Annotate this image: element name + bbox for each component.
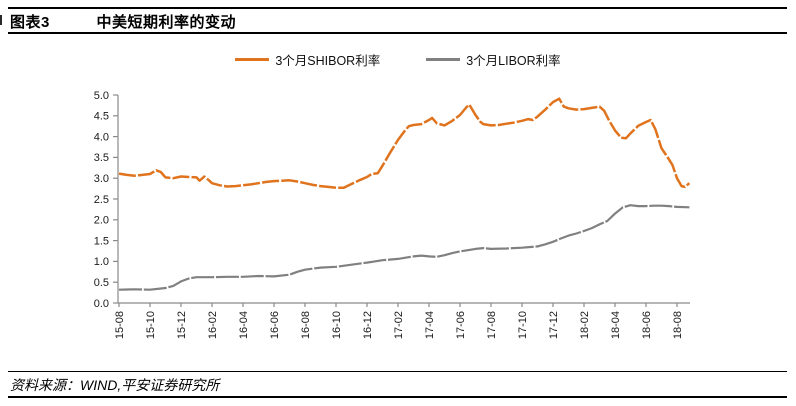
x-tick-label: 16-02 [207, 311, 219, 339]
y-tick-label: 0.0 [94, 298, 109, 310]
figure-title: 中美短期利率的变动 [96, 14, 237, 31]
line-chart: 0.0 0.5 1.0 1.5 2.0 2.5 3.0 3.5 4.0 4.5 5.0 15-08 15… [94, 90, 691, 339]
legend-item-shibor: 3个月SHIBOR利率 [235, 50, 380, 69]
y-tick-label: 4.0 [94, 131, 109, 143]
y-tick-label: 5.0 [94, 90, 109, 102]
x-tick-label: 16-06 [269, 311, 281, 339]
source-note: 资料来源：WIND,平安证券研究所 [10, 377, 220, 393]
source-top-rule [8, 371, 787, 372]
y-tick-label: 1.5 [94, 235, 109, 247]
x-tick-label: 15-12 [176, 311, 188, 339]
x-tick-label: 17-10 [517, 311, 529, 339]
legend-item-libor: 3个月LIBOR利率 [426, 50, 561, 69]
series-line-shibor [118, 97, 691, 190]
y-tick-label: 0.5 [94, 277, 109, 289]
x-tick-label: 16-12 [362, 311, 374, 339]
series-line-libor [118, 204, 690, 291]
x-tick-label: 17-12 [548, 311, 560, 339]
legend-line-swatch [426, 58, 461, 61]
x-tick-label: 16-08 [300, 311, 312, 339]
figure-label: 图表3 [10, 14, 50, 31]
y-tick-label: 4.5 [94, 111, 109, 123]
figure-header: 图表3 中美短期利率的变动 [10, 11, 236, 32]
x-tick-label: 15-08 [114, 311, 126, 339]
y-tick-label: 2.0 [94, 215, 109, 227]
x-tick-label: 17-08 [486, 311, 498, 339]
top-rule [8, 7, 787, 9]
x-tick-label: 18-04 [610, 311, 622, 339]
x-tick-label: 17-06 [455, 311, 467, 339]
y-tick-label: 2.5 [94, 194, 109, 206]
chart-legend: 3个月SHIBOR利率 3个月LIBOR利率 [0, 50, 796, 69]
x-tick-label: 17-04 [424, 311, 436, 339]
x-tick-label: 15-10 [145, 311, 157, 339]
x-tick-label: 18-06 [641, 311, 653, 339]
legend-label: 3个月SHIBOR利率 [275, 54, 381, 68]
y-tick-label: 3.0 [94, 173, 109, 185]
y-tick-label: 3.5 [94, 152, 109, 164]
x-tick-label: 16-10 [331, 311, 343, 339]
left-edge-mark [0, 15, 2, 25]
y-tick-label: 1.0 [94, 256, 109, 268]
x-tick-label: 17-02 [393, 311, 405, 339]
legend-label: 3个月LIBOR利率 [466, 54, 561, 68]
bottom-rule [8, 396, 787, 398]
legend-line-swatch [235, 58, 270, 61]
x-tick-label: 18-02 [579, 311, 591, 339]
title-underline-rule [8, 32, 787, 34]
x-tick-label: 16-04 [238, 311, 250, 339]
x-tick-label: 18-08 [672, 311, 684, 339]
